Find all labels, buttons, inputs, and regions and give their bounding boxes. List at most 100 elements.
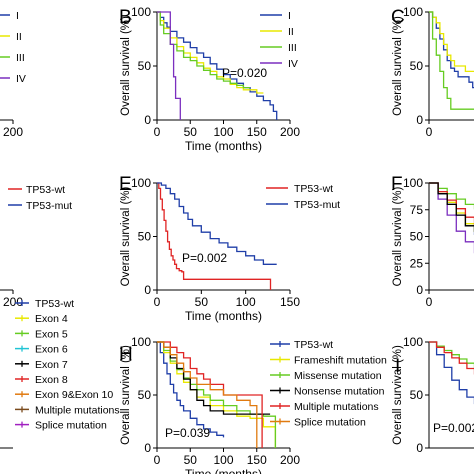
km-curve-s4 [429,182,474,254]
y-tick-label: 50 [138,230,152,244]
legend: TP53-wt Exon 4 Exon 5 Exon 6 Exon 7 Exon 8 Exo… [15,298,120,432]
legend-entry: Missense mutation [294,370,382,382]
y-tick-label: 0 [144,441,151,455]
x-tick-label: 50 [184,453,198,467]
legend-entry: I [16,10,19,22]
legend-entry: II [288,26,294,38]
legend-entry: TP53-mut [294,199,340,211]
series-group [429,341,474,405]
km-curve-s2 [429,11,474,73]
legend: TP53-wt Frameshift mutation Missense mutat… [270,339,387,429]
km-curve-frameshift-mutation [157,341,277,448]
x-tick-label: 0 [426,295,433,309]
x-tick-label: 50 [184,125,198,139]
panel-label: F [391,174,403,195]
y-tick-label: 100 [131,176,151,190]
x-tick-label: 200 [3,295,23,309]
legend-entry: II [16,31,22,43]
y-axis-label: Overall survival (%) [120,186,132,286]
legend-entry: TP53-wt [294,339,333,351]
legend-entry: Exon 7 [35,359,68,371]
legend-entry: Exon 8 [35,374,68,386]
legend-entry: TP53-wt [35,298,74,310]
p-value-annotation: P=0.020 [222,66,267,80]
km-curve-nonsense-mutation [157,341,271,415]
legend-entry: III [16,52,25,64]
km-curve-multiple-mutations [157,341,263,448]
chart-panel-fragment-6: TP53-wt Exon 4 Exon 5 Exon 6 Exon 7 Exon 8 Exo… [0,298,120,449]
km-curve-s3 [429,341,474,375]
y-tick-label: 0 [144,113,151,127]
legend: TP53-wt TP53-mut [266,183,340,211]
km-curve-iii [157,11,251,89]
legend-entry: IV [288,58,298,70]
y-tick-label: 50 [410,230,424,244]
y-tick-label: 50 [410,59,424,73]
p-value-annotation: P=0.039 [165,426,210,440]
x-tick-label: 100 [213,453,233,467]
y-tick-label: 25 [410,256,424,270]
legend-entry: Frameshift mutation [294,355,387,367]
y-tick-label: 100 [403,335,423,349]
y-tick-label: 50 [410,388,424,402]
x-axis-label: Time (months) [185,309,262,323]
y-axis-label: Overall survival (%) [120,345,132,445]
x-tick-label: 150 [247,453,267,467]
chart-panel-F: 0500255075100Overall survival (%)F [391,174,474,309]
y-tick-label: 50 [138,59,152,73]
km-curve-tp53-wt [157,182,272,290]
x-axis-label: Time (months) [185,467,262,474]
legend-entry: III [288,42,297,54]
km-curve-s2 [429,182,474,210]
y-tick-label: 0 [416,441,423,455]
km-curve-splice-mutation [157,341,258,448]
panel-label: I [395,356,400,377]
legend-entry: Exon 5 [35,328,68,340]
x-tick-label: 0 [426,125,433,139]
x-tick-label: 200 [3,125,23,139]
y-tick-label: 100 [131,5,151,19]
y-tick-label: 100 [403,176,423,190]
panel-label: E [119,174,132,195]
y-tick-label: 100 [403,5,423,19]
km-curve-s6 [429,182,474,232]
x-axis-label: Time (months) [185,139,262,153]
y-tick-label: 0 [144,283,151,297]
legend-entry: TP53-wt [26,184,65,196]
legend-entry: IV [16,73,26,85]
x-tick-label: 150 [280,295,300,309]
y-tick-label: 75 [410,203,424,217]
legend-entry: Multiple mutations [35,404,120,416]
series-group [429,11,474,110]
series-group [157,341,277,448]
km-curve-tp53-wt [157,341,225,438]
y-axis-label: Overall survival (%) [392,16,404,116]
km-curve-s3 [429,11,474,110]
legend-entry: Nonsense mutation [294,386,385,398]
km-curve-tp53-mut [157,182,277,265]
legend-entry: TP53-mut [26,200,72,212]
y-tick-label: 0 [416,283,423,297]
series-group [157,182,277,290]
x-tick-label: 0 [154,295,161,309]
x-tick-label: 50 [195,295,209,309]
legend-entry: Exon 6 [35,344,68,356]
p-value-annotation: P=0.002 [182,251,227,265]
chart-panel-C: 05050100Overall survival (%)C [391,5,474,139]
legend-entry: TP53-wt [294,183,333,195]
chart-panel-fragment-0: 100200IIIIIIIV [0,10,26,139]
km-curve-s1 [429,341,474,405]
x-tick-label: 100 [213,125,233,139]
km-curve-s1 [429,11,474,89]
x-tick-label: 150 [247,125,267,139]
p-value-annotation: P=0.002 [433,421,474,435]
legend-entry: Splice mutation [35,420,107,432]
x-tick-label: 200 [280,125,300,139]
x-tick-label: 100 [236,295,256,309]
panel-label: C [391,7,405,28]
